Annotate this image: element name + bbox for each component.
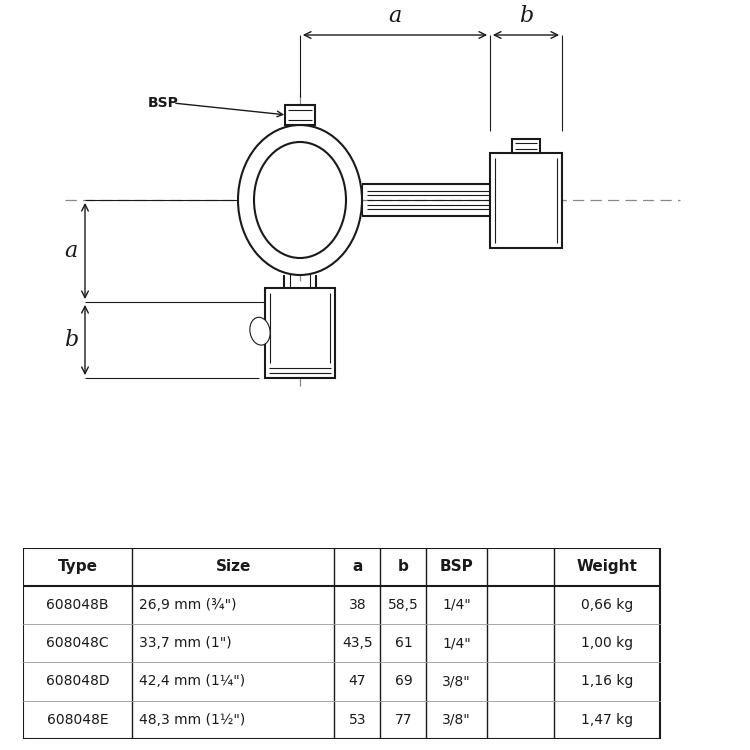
Text: 3/8": 3/8" xyxy=(442,674,471,688)
Bar xyxy=(490,152,562,248)
Text: b: b xyxy=(519,5,533,27)
Ellipse shape xyxy=(250,317,270,345)
Text: 42,4 mm (1¼"): 42,4 mm (1¼") xyxy=(140,674,245,688)
Bar xyxy=(512,139,540,152)
Text: b: b xyxy=(64,329,78,351)
Text: 608048D: 608048D xyxy=(46,674,110,688)
Text: 0,66 kg: 0,66 kg xyxy=(581,598,633,612)
Text: a: a xyxy=(388,5,402,27)
Text: 69: 69 xyxy=(394,674,412,688)
Text: 43,5: 43,5 xyxy=(342,636,373,650)
Ellipse shape xyxy=(238,125,362,275)
Text: 48,3 mm (1½"): 48,3 mm (1½") xyxy=(140,712,246,727)
Text: Weight: Weight xyxy=(577,560,638,574)
Text: 608048E: 608048E xyxy=(46,712,108,727)
Text: 38: 38 xyxy=(349,598,366,612)
Text: 33,7 mm (1"): 33,7 mm (1") xyxy=(140,636,232,650)
Text: 47: 47 xyxy=(349,674,366,688)
Text: Size: Size xyxy=(216,560,251,574)
Text: 1,00 kg: 1,00 kg xyxy=(581,636,633,650)
Ellipse shape xyxy=(254,142,346,258)
Text: 26,9 mm (¾"): 26,9 mm (¾") xyxy=(140,598,237,612)
Bar xyxy=(265,288,335,378)
Text: a: a xyxy=(352,560,362,574)
Text: Type: Type xyxy=(58,560,98,574)
Text: a: a xyxy=(64,240,78,262)
Text: 1,47 kg: 1,47 kg xyxy=(581,712,633,727)
Text: 61: 61 xyxy=(394,636,412,650)
Bar xyxy=(285,105,315,125)
Text: BSP: BSP xyxy=(148,96,178,110)
Text: 1,16 kg: 1,16 kg xyxy=(581,674,634,688)
Text: b: b xyxy=(398,560,409,574)
Text: 1/4": 1/4" xyxy=(442,636,471,650)
Text: 3/8": 3/8" xyxy=(442,712,471,727)
Text: 608048C: 608048C xyxy=(46,636,109,650)
Text: 77: 77 xyxy=(394,712,412,727)
Text: 1/4": 1/4" xyxy=(442,598,471,612)
Text: 608048B: 608048B xyxy=(46,598,109,612)
Text: 53: 53 xyxy=(349,712,366,727)
Text: BSP: BSP xyxy=(440,560,473,574)
Bar xyxy=(22,548,660,739)
Text: 58,5: 58,5 xyxy=(388,598,418,612)
